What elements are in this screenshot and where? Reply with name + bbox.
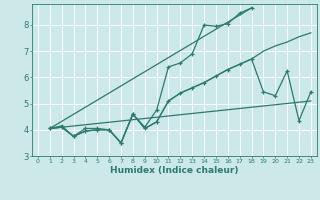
X-axis label: Humidex (Indice chaleur): Humidex (Indice chaleur) [110,166,239,175]
